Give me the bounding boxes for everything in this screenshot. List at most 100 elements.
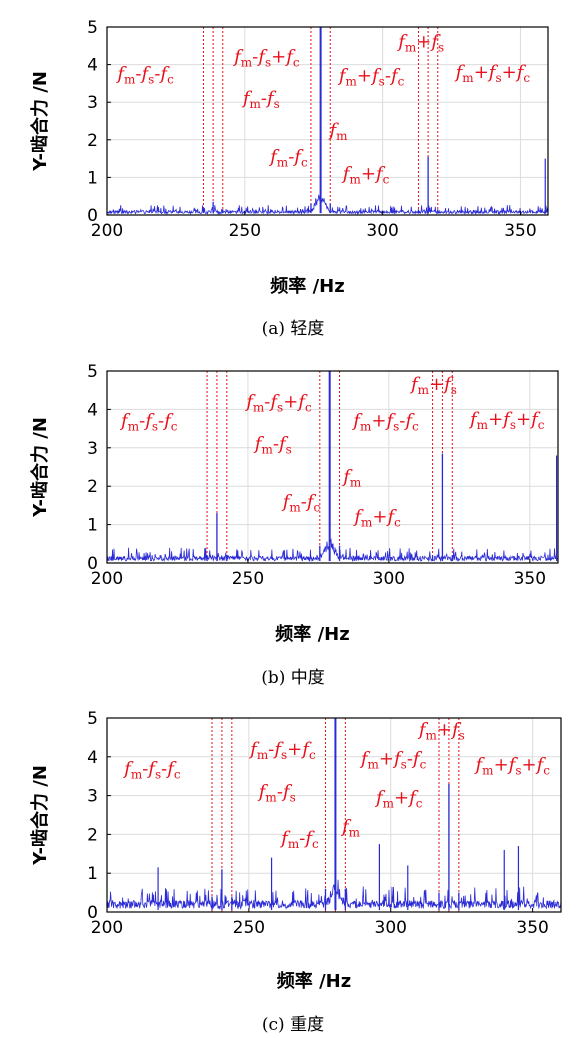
y-tick-label: 3 [87,439,98,459]
annotation-part: m [277,155,289,169]
annotation-part: m [462,71,474,85]
y-tick-label: 5 [87,362,98,382]
annotation-part: m [368,758,380,772]
annotation-part: + [371,411,386,432]
x-tick-label: 250 [233,918,265,938]
annotation-part: s [451,383,457,397]
x-tick-label: 200 [91,918,123,938]
y-tick-label: 1 [87,864,98,884]
annotation-part: m [349,172,361,186]
annotation-part: - [268,739,274,760]
annotation-part: m [418,383,430,397]
annotation-part: - [273,434,279,455]
annotation-part: s [515,763,521,777]
annotation-part: - [135,64,141,85]
annotation-part: s [393,420,399,434]
y-tick-label: 2 [87,825,98,845]
annotation-label: fm-fs [257,782,296,805]
x-tick-label: 350 [516,918,548,938]
annotation-part: s [286,443,292,457]
y-axis-label: Y-啮合力 /N [29,71,51,172]
annotation-label: fm+fc [341,163,390,186]
annotation-part: - [277,782,283,803]
annotation-label: fm [327,120,348,143]
annotation-part: m [350,475,362,489]
annotation-part: - [154,64,160,85]
annotation-part: + [379,749,394,770]
annotation-label: fm-fs-fc [119,411,178,434]
annotation-part: + [474,62,489,83]
y-tick-label: 3 [87,787,98,807]
annotation-part: s [148,73,154,87]
x-axis-label: 频率 /Hz [270,275,344,297]
annotation-label: fm+fs+fc [454,62,531,85]
annotation-part: + [488,409,503,430]
annotation-part: + [287,739,302,760]
annotation-part: c [543,763,550,777]
annotation-part: c [420,758,427,772]
plot-frame [106,370,559,564]
annotation-part: s [265,56,271,70]
annotation-part: + [494,754,509,775]
y-tick-label: 1 [87,168,98,188]
annotation-part: m [477,418,489,432]
y-tick-label: 4 [87,56,98,76]
x-tick-label: 200 [91,569,123,589]
panel-caption: (b) 中度 [261,668,325,688]
annotation-part: m [405,41,417,55]
annotation-part: m [349,825,361,839]
y-tick-label: 4 [87,400,98,420]
annotation-label: fm+fs-fc [337,66,405,89]
annotation-part: m [265,791,277,805]
annotation-part: - [139,411,145,432]
spectrum-line [106,879,562,911]
annotation-label: fm-fc [281,491,321,514]
annotation-part: - [288,146,294,167]
y-tick-label: 2 [87,477,98,497]
annotation-part: s [274,97,280,111]
spectrum-line [106,188,549,215]
annotation-part: s [277,400,283,414]
annotation-part: m [241,56,253,70]
annotation-part: + [394,787,409,808]
x-tick-label: 350 [504,221,536,241]
annotation-part: s [281,748,287,762]
annotation-part: + [437,719,452,740]
annotation-part: m [131,767,143,781]
annotation-part: c [171,420,178,434]
annotation-label: fm-fs+fc [244,391,312,414]
y-tick-label: 4 [87,748,98,768]
annotation-part: - [301,491,307,512]
annotation-part: s [459,728,465,742]
annotation-part: m [361,516,373,530]
y-tick-label: 0 [87,554,98,574]
annotation-part: m [128,420,140,434]
annotation-part: c [174,767,181,781]
annotation-label: fm+fs [409,374,457,397]
annotation-part: s [155,767,161,781]
annotation-part: m [257,748,269,762]
annotation-part: m [425,728,437,742]
annotation-label: fm+fc [374,787,423,810]
x-tick-label: 250 [229,221,261,241]
annotation-part: + [283,391,298,412]
annotation-label: fm-fc [268,146,308,169]
panel-caption: (c) 重度 [262,1015,324,1035]
annotation-part: - [142,758,148,779]
annotation-part: s [510,418,516,432]
annotation-part: - [299,828,305,849]
annotation-part: c [312,837,319,851]
annotation-part: + [522,754,537,775]
annotation-part: m [253,400,265,414]
chart-panel-1: 200 250 300 350 0 1 2 3 4 5 频率 /Hz Y-啮合力 /N (a) 轻度 fm… [29,18,549,339]
annotation-label: fm+fs-fc [351,411,419,434]
annotation-part: + [271,47,286,68]
annotation-label: fm-fs [253,434,292,457]
annotation-part: + [516,409,531,430]
annotation-label: fm-fs+fc [232,47,300,70]
x-tick-label: 300 [366,221,398,241]
annotation-part: + [372,507,387,528]
annotation-part: c [412,420,419,434]
annotation-part: - [264,391,270,412]
annotation-part: c [394,516,401,530]
